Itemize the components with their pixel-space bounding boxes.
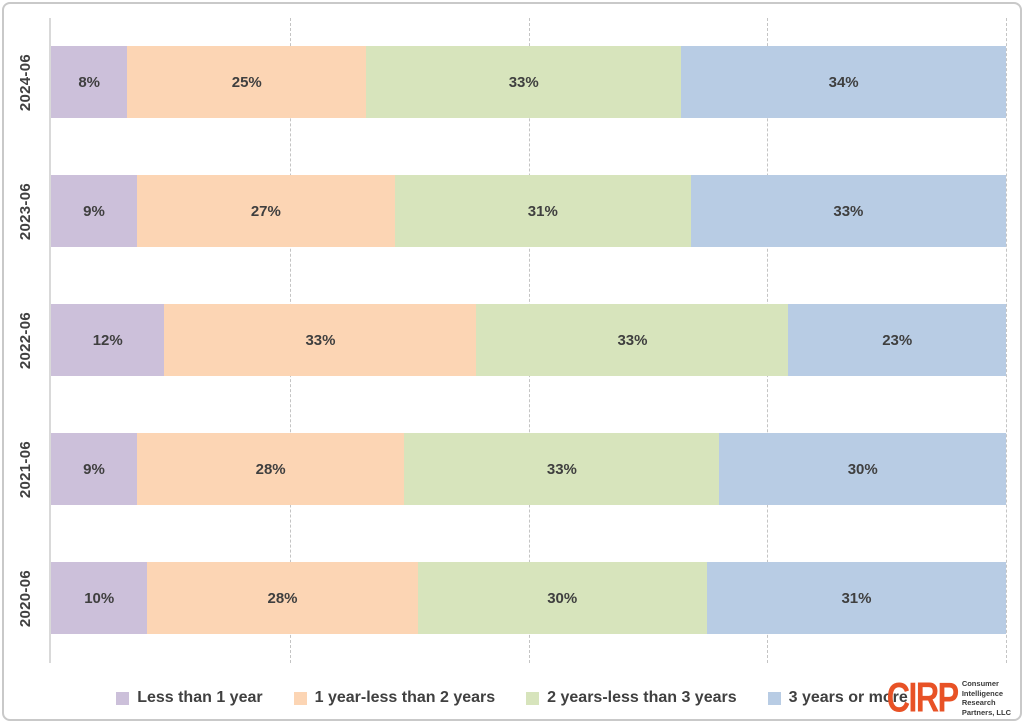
gridline-100 bbox=[1006, 18, 1007, 663]
data-label: 34% bbox=[828, 73, 859, 91]
bar-segment: 31% bbox=[394, 175, 691, 247]
category-row: 9% 28% 33% 30% bbox=[51, 405, 1006, 534]
cirp-logo-text: Consumer Intelligence Research Partners,… bbox=[962, 679, 1011, 717]
category-row: 9% 27% 31% 33% bbox=[51, 147, 1006, 276]
y-axis-tick: 2023-06 bbox=[0, 147, 51, 276]
legend-swatch-icon bbox=[526, 691, 540, 705]
y-axis-tick-label: 2024-06 bbox=[17, 53, 34, 112]
legend-label: Less than 1 year bbox=[137, 689, 263, 706]
data-label: 33% bbox=[617, 331, 648, 349]
stacked-bar: 12% 33% 33% 23% bbox=[51, 304, 1006, 376]
bar-segment: 33% bbox=[366, 46, 682, 118]
bar-segment: 28% bbox=[147, 562, 418, 634]
logo-line: Research bbox=[961, 698, 996, 707]
data-label: 31% bbox=[841, 589, 872, 607]
data-label: 9% bbox=[83, 460, 105, 478]
bar-segment: 30% bbox=[719, 433, 1006, 505]
bar-segment: 10% bbox=[51, 562, 148, 634]
bar-segment: 30% bbox=[417, 562, 707, 634]
stacked-bar: 10% 28% 30% 31% bbox=[51, 562, 1006, 634]
data-label: 33% bbox=[833, 202, 864, 220]
data-label: 33% bbox=[305, 331, 336, 349]
bar-segment: 25% bbox=[127, 46, 367, 118]
y-axis-tick: 2021-06 bbox=[0, 405, 51, 534]
y-axis-tick-label: 2023-06 bbox=[17, 182, 34, 241]
bar-segment: 34% bbox=[681, 46, 1006, 118]
legend-label: 2 years-less than 3 years bbox=[547, 689, 737, 706]
data-label: 30% bbox=[847, 460, 878, 478]
bar-segment: 23% bbox=[788, 304, 1006, 376]
legend-item: 2 years-less than 3 years bbox=[526, 689, 737, 707]
bar-segment: 9% bbox=[51, 175, 137, 247]
legend-swatch-icon bbox=[116, 691, 130, 705]
cirp-logo: CIRP Consumer Intelligence Research Part… bbox=[877, 674, 1011, 721]
data-label: 30% bbox=[547, 589, 578, 607]
legend-item: 1 year-less than 2 years bbox=[293, 689, 496, 707]
y-axis-tick: 2022-06 bbox=[0, 276, 51, 405]
data-label: 25% bbox=[231, 73, 262, 91]
y-axis-tick-label: 2020-06 bbox=[17, 569, 34, 628]
bar-segment: 9% bbox=[51, 433, 137, 505]
logo-line: Intelligence bbox=[961, 688, 1004, 698]
data-label: 27% bbox=[250, 202, 281, 220]
y-axis-tick: 2020-06 bbox=[0, 534, 51, 663]
bar-segment: 27% bbox=[136, 175, 395, 247]
bar-segment: 33% bbox=[164, 304, 477, 376]
bar-segment: 8% bbox=[51, 46, 128, 118]
bar-segment: 31% bbox=[706, 562, 1006, 634]
legend-label: 1 year-less than 2 years bbox=[314, 689, 496, 706]
data-label: 33% bbox=[508, 73, 539, 91]
data-label: 28% bbox=[267, 589, 298, 607]
logo-line: Partners, LLC bbox=[961, 707, 1011, 717]
legend-label: 3 years or more bbox=[788, 689, 908, 706]
category-row: 12% 33% 33% 23% bbox=[51, 276, 1006, 405]
legend-item: Less than 1 year bbox=[116, 689, 263, 707]
y-axis-tick-label: 2022-06 bbox=[17, 311, 34, 370]
stacked-bar: 9% 28% 33% 30% bbox=[51, 433, 1006, 505]
data-label: 10% bbox=[84, 589, 115, 607]
bar-segment: 28% bbox=[136, 433, 405, 505]
category-row: 10% 28% 30% 31% bbox=[51, 534, 1006, 663]
y-axis-line bbox=[49, 18, 51, 663]
data-label: 33% bbox=[546, 460, 577, 478]
data-label: 9% bbox=[83, 202, 105, 220]
y-axis-labels: 2024-06 2023-06 2022-06 2021-06 2020-06 bbox=[0, 18, 51, 663]
bar-segment: 33% bbox=[404, 433, 720, 505]
data-label: 23% bbox=[882, 331, 913, 349]
plot-area: 8% 25% 33% 34% 9% 27% 31% 33% 12% 33% 33% 23% 9% 28% 3… bbox=[49, 18, 1007, 663]
y-axis-tick: 2024-06 bbox=[0, 18, 51, 147]
legend-item: 3 years or more bbox=[767, 689, 908, 707]
logo-line: Consumer bbox=[961, 679, 999, 688]
y-axis-tick-label: 2021-06 bbox=[17, 440, 34, 499]
stacked-bar: 8% 25% 33% 34% bbox=[51, 46, 1006, 118]
data-label: 28% bbox=[255, 460, 286, 478]
data-label: 8% bbox=[78, 73, 101, 91]
chart-legend: Less than 1 year 1 year-less than 2 years… bbox=[0, 682, 1024, 714]
bar-segment: 33% bbox=[476, 304, 789, 376]
stacked-bar: 9% 27% 31% 33% bbox=[51, 175, 1006, 247]
legend-swatch-icon bbox=[767, 691, 781, 705]
data-label: 31% bbox=[527, 202, 558, 220]
legend-swatch-icon bbox=[293, 691, 307, 705]
data-label: 12% bbox=[92, 331, 123, 349]
bar-segment: 12% bbox=[51, 304, 165, 376]
category-row: 8% 25% 33% 34% bbox=[51, 18, 1006, 147]
cirp-logo-wordmark: CIRP bbox=[887, 674, 960, 721]
bar-segment: 33% bbox=[690, 175, 1006, 247]
